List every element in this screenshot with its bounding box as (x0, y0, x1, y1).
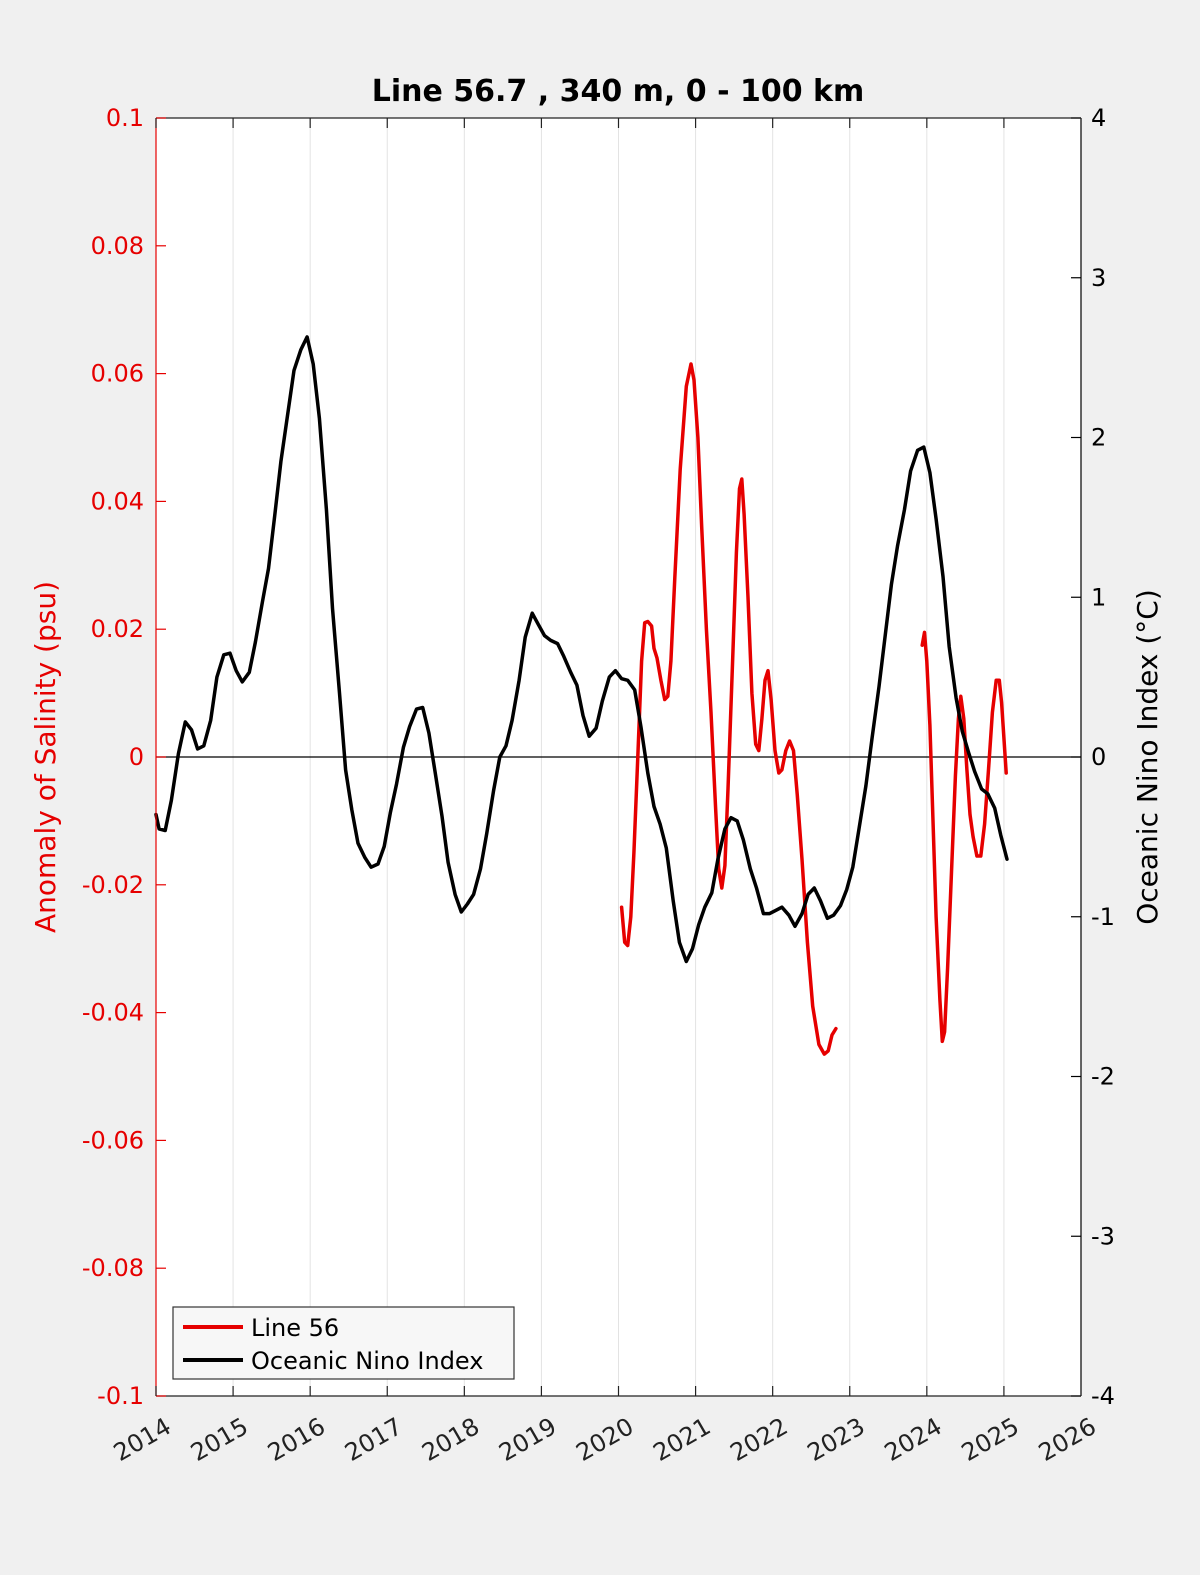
y-tick-label-left: 0 (129, 743, 144, 771)
y-tick-label-right: 4 (1091, 104, 1106, 132)
y-tick-label-left: 0.04 (91, 487, 144, 515)
right-axis-ticks: -4 -3 -2 -1 0 1 2 3 4 (1071, 104, 1115, 1410)
y-tick-label-left: -0.04 (82, 999, 144, 1027)
y-tick-label-left: 0.1 (106, 104, 144, 132)
y-tick-label-left: 0.02 (91, 615, 144, 643)
chart-title: Line 56.7 , 340 m, 0 - 100 km (372, 74, 865, 109)
y-tick-label-right: -4 (1091, 1382, 1115, 1410)
series-line-56 (920, 630, 1008, 1044)
y-tick-label-right: 3 (1091, 264, 1106, 292)
series-layer (154, 335, 1009, 1056)
y-tick-label-right: 2 (1091, 424, 1106, 452)
y-tick-label-right: -2 (1091, 1063, 1115, 1091)
legend-box (172, 1306, 515, 1380)
y-tick-label-left: -0.08 (82, 1254, 144, 1282)
series-oceanic-nino-index (154, 335, 1009, 964)
y-tick-label-left: -0.06 (82, 1126, 144, 1154)
legend: Line 56 Oceanic Nino Index (172, 1306, 515, 1380)
legend-label-oni: Oceanic Nino Index (251, 1347, 483, 1375)
y-axis-label-left: Anomaly of Salinity (psu) (29, 581, 62, 933)
legend-label-line-56: Line 56 (251, 1314, 339, 1342)
y-tick-label-right: -3 (1091, 1222, 1115, 1250)
y-tick-label-left: -0.02 (82, 871, 144, 899)
left-axis-ticks: -0.1 -0.08 -0.06 -0.04 -0.02 0 0.02 0.04 0.06 0.0… (82, 104, 166, 1410)
y-tick-label-right: 1 (1091, 583, 1106, 611)
y-tick-label-left: 0.08 (91, 232, 144, 260)
y-tick-label-right: -1 (1091, 903, 1115, 931)
y-tick-label-right: 0 (1091, 743, 1106, 771)
y-axis-label-right: Oceanic Nino Index (°C) (1131, 589, 1164, 925)
y-tick-label-left: 0.06 (91, 360, 144, 388)
y-tick-label-left: -0.1 (97, 1382, 144, 1410)
